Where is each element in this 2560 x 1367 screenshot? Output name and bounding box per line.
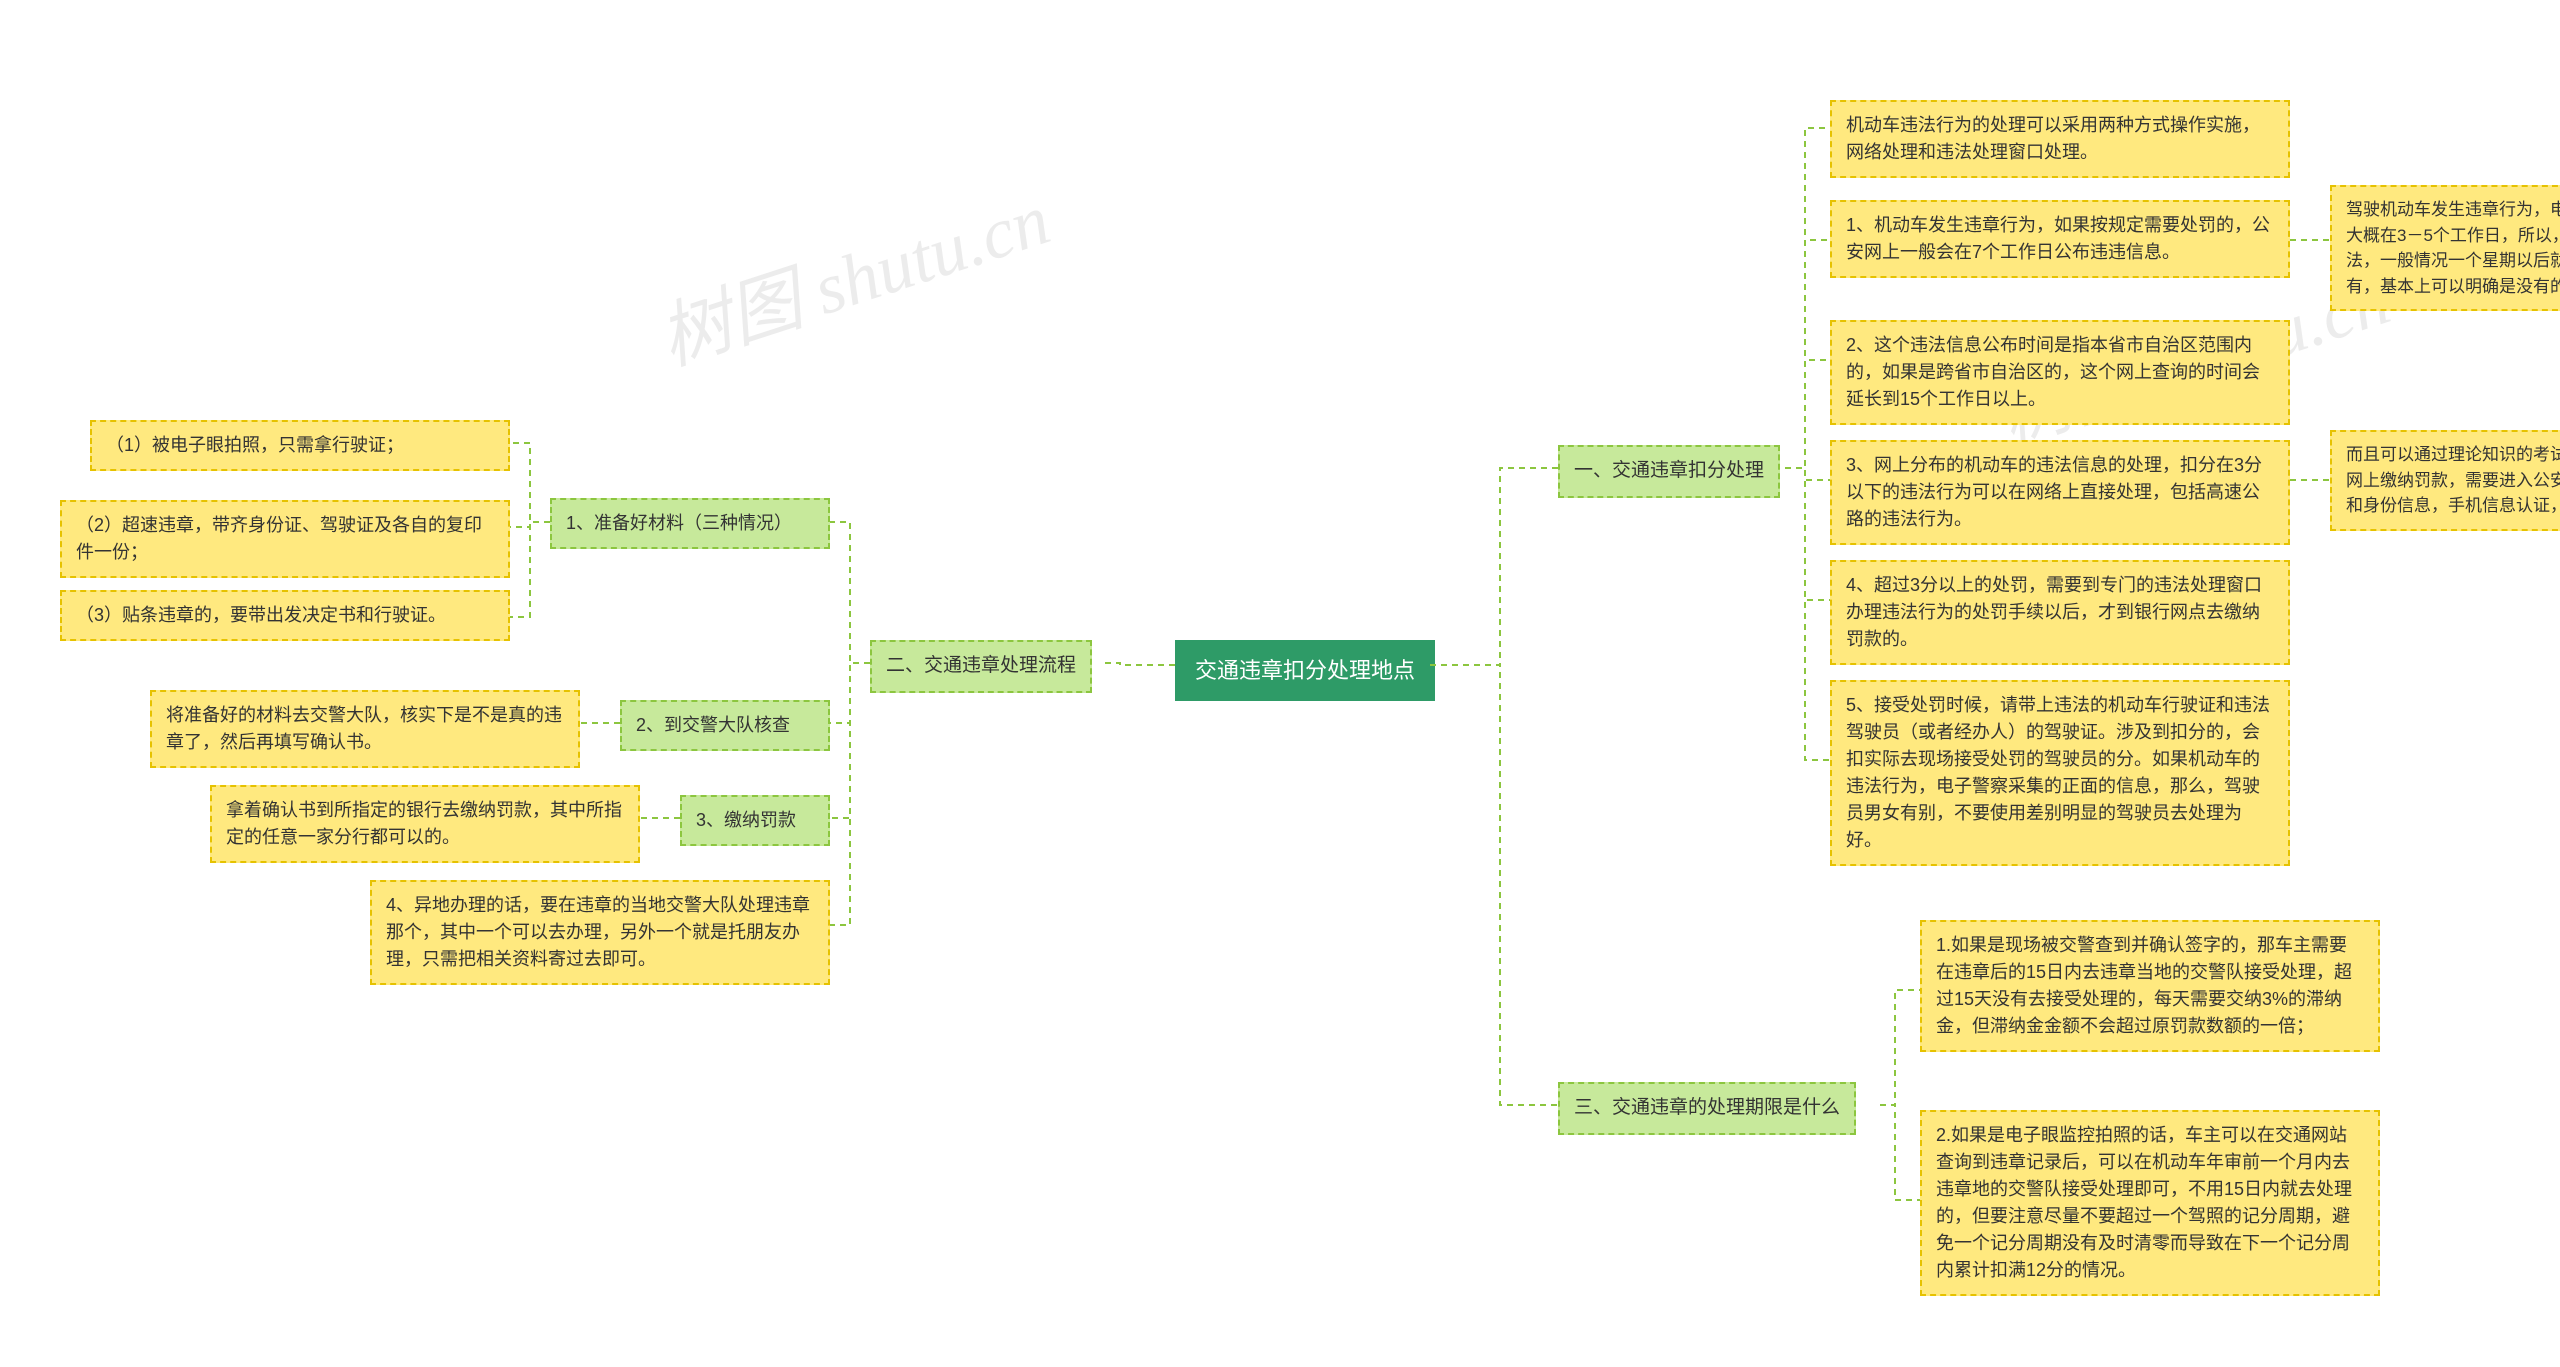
- b2-item-3: 3、缴纳罚款: [680, 795, 830, 846]
- b1-item-5: 5、接受处罚时候，请带上违法的机动车行驶证和违法驾驶员（或者经办人）的驾驶证。涉…: [1830, 680, 2290, 866]
- b1-item-0: 机动车违法行为的处理可以采用两种方式操作实施，网络处理和违法处理窗口处理。: [1830, 100, 2290, 178]
- b2-item-4: 4、异地办理的话，要在违章的当地交警大队处理违章那个，其中一个可以去办理，另外一…: [370, 880, 830, 985]
- b1-item-3: 3、网上分布的机动车的违法信息的处理，扣分在3分以下的违法行为可以在网络上直接处…: [1830, 440, 2290, 545]
- b1-item-2: 2、这个违法信息公布时间是指本省市自治区范围内的，如果是跨省市自治区的，这个网上…: [1830, 320, 2290, 425]
- b2-item-2-extra: 将准备好的材料去交警大队，核实下是不是真的违章了，然后再填写确认书。: [150, 690, 580, 768]
- b1-item-1: 1、机动车发生违章行为，如果按规定需要处罚的，公安网上一般会在7个工作日公布违违…: [1830, 200, 2290, 278]
- b2-item-1-s2: （2）超速违章，带齐身份证、驾驶证及各自的复印件一份；: [60, 500, 510, 578]
- b1-item-1-extra: 驾驶机动车发生违章行为，电子监控警察处理的时间周期大概在3－5个工作日，所以，想…: [2330, 185, 2560, 311]
- b2-item-3-extra: 拿着确认书到所指定的银行去缴纳罚款，其中所指定的任意一家分行都可以的。: [210, 785, 640, 863]
- b2-item-2: 2、到交警大队核查: [620, 700, 830, 751]
- b2-item-1-s1: （1）被电子眼拍照，只需拿行驶证；: [90, 420, 510, 471]
- watermark: 树图 shutu.cn: [644, 160, 1061, 385]
- b3-item-2: 2.如果是电子眼监控拍照的话，车主可以在交通网站查询到违章记录后，可以在机动车年…: [1920, 1110, 2380, 1296]
- branch-3: 三、交通违章的处理期限是什么: [1558, 1082, 1856, 1135]
- b1-item-3-extra: 而且可以通过理论知识的考试，免除扣分处罚。直接通过网上缴纳罚款，需要进入公安网，…: [2330, 430, 2560, 531]
- b2-item-1: 1、准备好材料（三种情况）: [550, 498, 830, 549]
- branch-1: 一、交通违章扣分处理: [1558, 445, 1780, 498]
- mindmap-canvas: 树图 shutu.cn 树图 shutu.cn 交通违章扣分处理地点 一、交通违…: [0, 0, 2560, 1367]
- root-node: 交通违章扣分处理地点: [1175, 640, 1435, 701]
- b1-item-4: 4、超过3分以上的处罚，需要到专门的违法处理窗口办理违法行为的处罚手续以后，才到…: [1830, 560, 2290, 665]
- b3-item-1: 1.如果是现场被交警查到并确认签字的，那车主需要在违章后的15日内去违章当地的交…: [1920, 920, 2380, 1052]
- b2-item-1-s3: （3）贴条违章的，要带出发决定书和行驶证。: [60, 590, 510, 641]
- branch-2: 二、交通违章处理流程: [870, 640, 1092, 693]
